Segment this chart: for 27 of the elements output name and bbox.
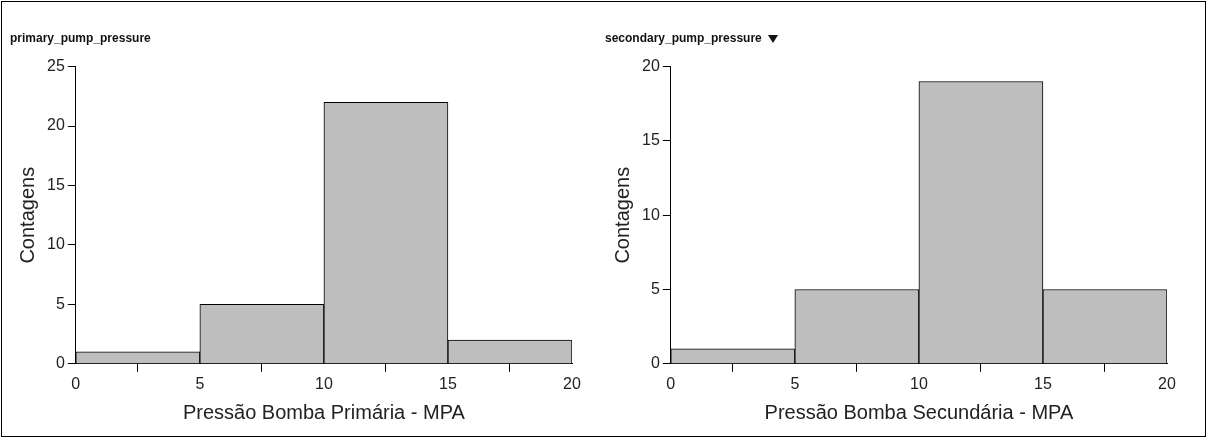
x-tick-label: 20 bbox=[563, 374, 581, 392]
x-tick-label: 15 bbox=[1034, 374, 1052, 392]
x-tick-label: 0 bbox=[666, 374, 676, 392]
x-axis-title: Pressão Bomba Primária - MPA bbox=[182, 400, 466, 423]
x-tick-label: 0 bbox=[71, 374, 81, 392]
chart-title: primary_pump_pressure bbox=[10, 31, 151, 45]
x-axis-title: Pressão Bomba Secundária - MPA bbox=[764, 400, 1074, 423]
x-tick-label: 20 bbox=[1158, 374, 1176, 392]
x-tick-label: 10 bbox=[910, 374, 928, 392]
x-tick-label: 5 bbox=[195, 374, 205, 392]
x-tick-label: 15 bbox=[439, 374, 457, 392]
y-tick-label: 0 bbox=[55, 354, 65, 372]
y-tick-label: 5 bbox=[650, 279, 660, 297]
y-tick-label: 5 bbox=[55, 294, 65, 312]
y-tick-label: 20 bbox=[47, 116, 65, 134]
y-tick-label: 0 bbox=[650, 354, 660, 372]
y-axis-title: Contagens bbox=[610, 166, 633, 264]
y-tick-label: 20 bbox=[642, 57, 660, 75]
y-tick-label: 15 bbox=[642, 131, 660, 149]
y-axis-title: Contagens bbox=[15, 166, 38, 264]
chart-title: secondary_pump_pressure bbox=[605, 31, 762, 45]
y-tick-label: 10 bbox=[47, 235, 65, 253]
x-tick-label: 10 bbox=[315, 374, 333, 392]
y-tick-label: 25 bbox=[47, 57, 65, 75]
x-tick-label: 5 bbox=[790, 374, 800, 392]
y-tick-label: 10 bbox=[642, 205, 660, 223]
y-tick-label: 15 bbox=[47, 175, 65, 193]
